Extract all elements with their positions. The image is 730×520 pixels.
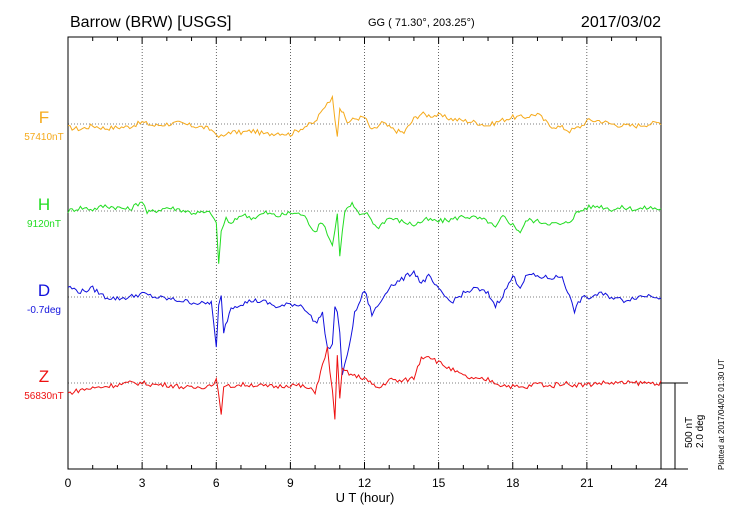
x-tick-label-24: 24 <box>654 476 668 490</box>
x-tick-label-3: 3 <box>139 476 146 490</box>
plot-date: 2017/03/02 <box>581 14 661 31</box>
series-name-D: D <box>38 281 50 300</box>
series-baseline-H: 9120nT <box>27 219 61 230</box>
x-axis: 0 3 6 9 12 15 18 21 24 <box>65 37 668 490</box>
station-coords: GG ( 71.30°, 203.25°) <box>368 17 475 29</box>
x-tick-label-12: 12 <box>358 476 372 490</box>
x-tick-label-21: 21 <box>580 476 594 490</box>
series-group <box>67 94 662 420</box>
grid <box>68 37 661 469</box>
series-name-Z: Z <box>39 367 49 386</box>
series-line-F <box>67 94 662 139</box>
series-line-H <box>67 201 662 264</box>
x-axis-label: U T (hour) <box>336 490 395 505</box>
series-baseline-F: 57410nT <box>24 132 63 143</box>
series-labels: F 57410nT H 9120nT D -0.7deg Z 56830nT <box>24 108 63 402</box>
scale-bar: 500 nT 2.0 deg <box>661 382 706 470</box>
station-title: Barrow (BRW) [USGS] <box>70 14 232 31</box>
series-line-D <box>67 269 662 376</box>
x-tick-label-0: 0 <box>65 476 72 490</box>
plotted-at: Plotted at 2017/04/02 01:30 UT <box>717 359 726 470</box>
scale-deg: 2.0 deg <box>695 415 706 448</box>
x-tick-label-15: 15 <box>432 476 446 490</box>
x-tick-label-6: 6 <box>213 476 220 490</box>
series-baseline-D: -0.7deg <box>27 305 61 316</box>
x-tick-label-9: 9 <box>287 476 294 490</box>
series-name-H: H <box>38 195 50 214</box>
series-baseline-Z: 56830nT <box>24 391 63 402</box>
series-line-Z <box>67 346 662 420</box>
scale-nt: 500 nT <box>684 417 695 448</box>
series-name-F: F <box>39 108 49 127</box>
x-tick-label-18: 18 <box>506 476 520 490</box>
